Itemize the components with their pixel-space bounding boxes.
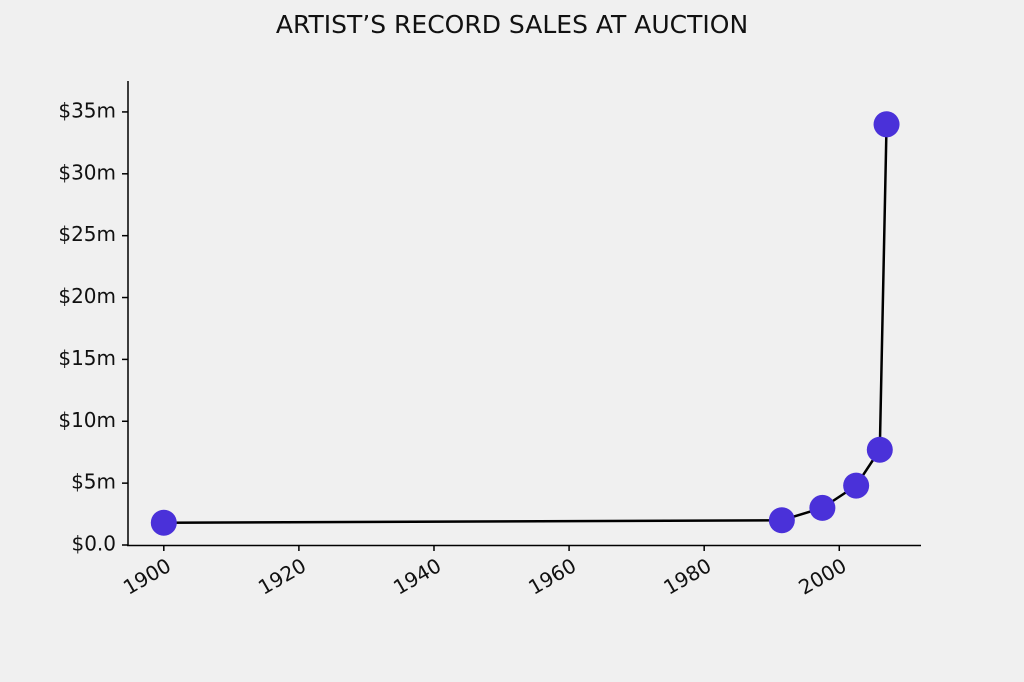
marker — [809, 494, 836, 521]
chart-title: ARTIST’S RECORD SALES AT AUCTION — [276, 10, 748, 39]
y-tick-label: $10m — [58, 408, 116, 432]
line — [163, 124, 888, 524]
marker — [150, 509, 177, 536]
y-tick-label: $5m — [71, 470, 116, 494]
marker — [866, 436, 893, 463]
y-tick-label: $35m — [58, 98, 116, 122]
y-tick-label: $15m — [58, 346, 116, 370]
marker — [873, 111, 900, 138]
y-tick-label: $25m — [58, 222, 116, 246]
marker — [843, 472, 870, 499]
y-tick-label: $0.0 — [71, 532, 116, 556]
y-tick-label: $20m — [58, 284, 116, 308]
y-tick-label: $30m — [58, 160, 116, 184]
marker — [768, 507, 795, 534]
